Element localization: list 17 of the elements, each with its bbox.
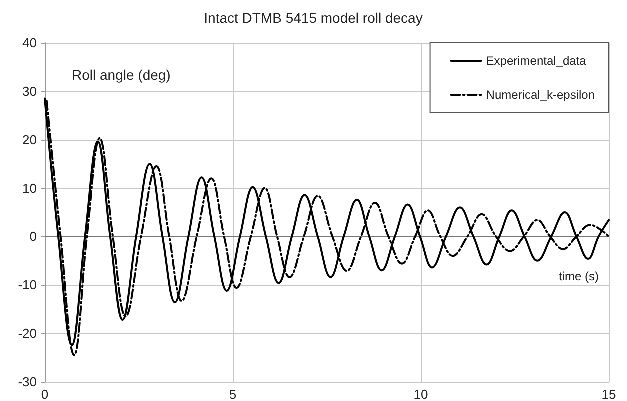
y-tick-label: 0 xyxy=(30,229,37,244)
y-tick-label: -20 xyxy=(18,326,37,342)
y-tick-label: 30 xyxy=(22,84,37,99)
y-tick-label: 10 xyxy=(22,180,37,196)
x-tick-label: 10 xyxy=(414,387,428,401)
legend-label: Numerical_k-epsilon xyxy=(486,88,596,102)
x-axis-title: time (s) xyxy=(559,270,599,284)
x-tick-label: 15 xyxy=(602,387,616,401)
x-tick-label: 0 xyxy=(41,387,49,401)
y-tick-label: -10 xyxy=(18,278,37,293)
x-tick-label: 5 xyxy=(229,387,237,401)
y-tick-label: -30 xyxy=(18,374,37,390)
y-axis-title: Roll angle (deg) xyxy=(72,67,171,83)
chart-title: Intact DTMB 5415 model roll decay xyxy=(204,10,423,26)
y-tick-label: 40 xyxy=(22,36,37,50)
legend-label: Experimental_data xyxy=(486,54,587,68)
y-tick-label: 20 xyxy=(22,132,37,148)
